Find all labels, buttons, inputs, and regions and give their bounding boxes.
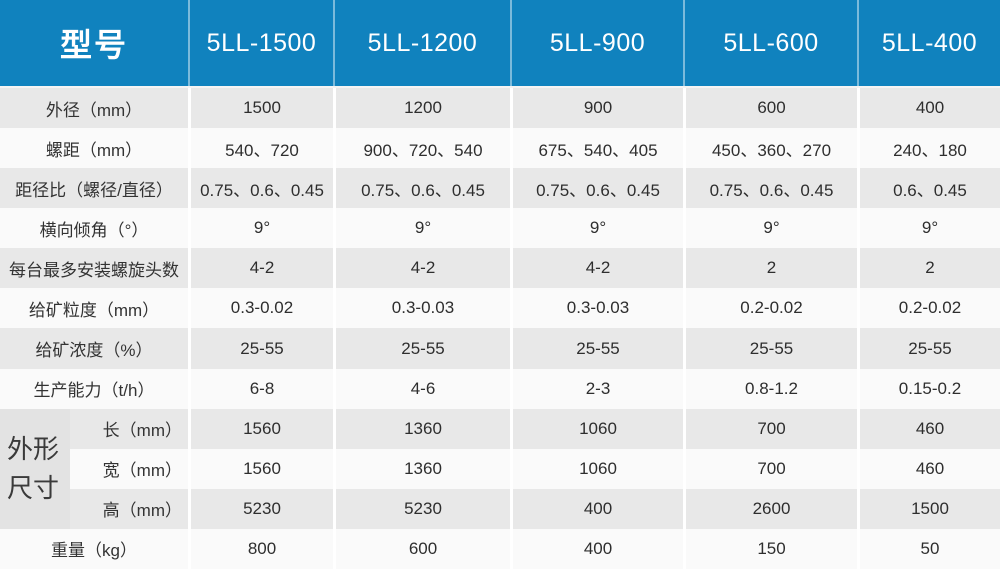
value-cell: 700 [683, 448, 857, 489]
value-cell: 0.8-1.2 [683, 368, 857, 409]
row-label: 螺距（mm） [0, 128, 188, 169]
row-sublabel: 长（mm） [70, 408, 188, 449]
row-sublabel: 宽（mm） [70, 448, 188, 489]
header-model-5ll-400: 5LL-400 [857, 0, 1000, 86]
value-cell: 9° [333, 208, 510, 249]
value-cell: 900 [510, 88, 683, 129]
value-cell: 1500 [857, 488, 1000, 529]
row-sublabel: 高（mm） [70, 488, 188, 529]
value-cell: 5230 [188, 488, 333, 529]
value-cell: 400 [857, 88, 1000, 129]
value-cell: 0.3-0.03 [333, 288, 510, 329]
value-cell: 600 [333, 528, 510, 569]
value-cell: 675、540、405 [510, 128, 683, 169]
value-cell: 0.75、0.6、0.45 [510, 168, 683, 209]
value-cell: 800 [188, 528, 333, 569]
value-cell: 0.75、0.6、0.45 [683, 168, 857, 209]
value-cell: 25-55 [510, 328, 683, 369]
value-cell: 2600 [683, 488, 857, 529]
value-cell: 600 [683, 88, 857, 129]
value-cell: 0.6、0.45 [857, 168, 1000, 209]
value-cell: 1500 [188, 88, 333, 129]
row-label: 给矿粒度（mm） [0, 288, 188, 329]
header-model-5ll-900: 5LL-900 [510, 0, 683, 86]
header-model-5ll-600: 5LL-600 [683, 0, 857, 86]
value-cell: 0.75、0.6、0.45 [188, 168, 333, 209]
row-label: 重量（kg） [0, 528, 188, 569]
value-cell: 5230 [333, 488, 510, 529]
value-cell: 0.15-0.2 [857, 368, 1000, 409]
value-cell: 4-6 [333, 368, 510, 409]
value-cell: 2 [683, 248, 857, 289]
value-cell: 700 [683, 408, 857, 449]
value-cell: 900、720、540 [333, 128, 510, 169]
row-label: 生产能力（t/h） [0, 368, 188, 409]
model-column-header: 型号 [59, 27, 128, 63]
value-cell: 540、720 [188, 128, 333, 169]
value-cell: 4-2 [333, 248, 510, 289]
value-cell: 6-8 [188, 368, 333, 409]
value-cell: 4-2 [510, 248, 683, 289]
value-cell: 0.2-0.02 [683, 288, 857, 329]
value-cell: 9° [683, 208, 857, 249]
value-cell: 25-55 [333, 328, 510, 369]
row-label: 给矿浓度（%） [0, 328, 188, 369]
value-cell: 2-3 [510, 368, 683, 409]
value-cell: 1060 [510, 448, 683, 489]
value-cell: 150 [683, 528, 857, 569]
value-cell: 1060 [510, 408, 683, 449]
row-label: 横向倾角（°） [0, 208, 188, 249]
value-cell: 1360 [333, 408, 510, 449]
value-cell: 460 [857, 448, 1000, 489]
dimension-group-cell: 外形尺寸 [0, 408, 70, 529]
value-cell: 0.75、0.6、0.45 [333, 168, 510, 209]
value-cell: 25-55 [857, 328, 1000, 369]
header-model-5ll-1200: 5LL-1200 [333, 0, 510, 86]
row-label: 外径（mm） [0, 88, 188, 129]
table-body: 外径（mm） 1500 1200 900 600 400 螺距（mm） 540、720 900、… [0, 88, 1000, 569]
value-cell: 400 [510, 488, 683, 529]
value-cell: 240、180 [857, 128, 1000, 169]
value-cell: 1560 [188, 448, 333, 489]
row-label: 每台最多安装螺旋头数 [0, 248, 188, 289]
value-cell: 460 [857, 408, 1000, 449]
value-cell: 400 [510, 528, 683, 569]
value-cell: 1360 [333, 448, 510, 489]
header-model-5ll-1500: 5LL-1500 [188, 0, 333, 86]
value-cell: 1560 [188, 408, 333, 449]
value-cell: 25-55 [188, 328, 333, 369]
row-label: 距径比（螺径/直径） [0, 168, 188, 209]
value-cell: 450、360、270 [683, 128, 857, 169]
table-header-row: 型号 5LL-1500 5LL-1200 5LL-900 5LL-600 5LL… [0, 0, 1000, 88]
value-cell: 0.2-0.02 [857, 288, 1000, 329]
value-cell: 1200 [333, 88, 510, 129]
value-cell: 0.3-0.03 [510, 288, 683, 329]
value-cell: 2 [857, 248, 1000, 289]
value-cell: 9° [510, 208, 683, 249]
value-cell: 25-55 [683, 328, 857, 369]
value-cell: 0.3-0.02 [188, 288, 333, 329]
value-cell: 4-2 [188, 248, 333, 289]
value-cell: 50 [857, 528, 1000, 569]
value-cell: 9° [188, 208, 333, 249]
value-cell: 9° [857, 208, 1000, 249]
